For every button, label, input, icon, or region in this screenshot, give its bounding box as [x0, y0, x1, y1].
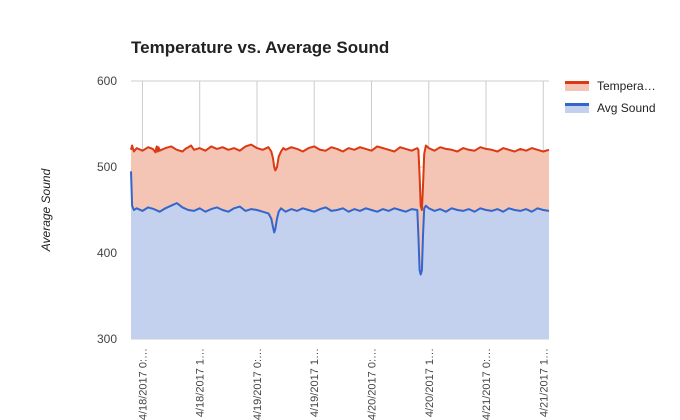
- y-tick-label-1: 500: [97, 160, 117, 174]
- series-line-0[interactable]: [130, 143, 550, 211]
- y-tick-label-2: 400: [97, 246, 117, 260]
- x-tick-label-1: 4/18/2017 1…: [195, 348, 207, 417]
- x-tick-label-7: 4/21/2017 1…: [538, 348, 550, 417]
- x-tick-label-5: 4/20/2017 1…: [424, 348, 436, 417]
- legend: Tempera… Avg Sound: [565, 78, 675, 122]
- series-area-1: [131, 171, 549, 339]
- x-tick-label-3: 4/19/2017 1…: [309, 348, 321, 417]
- x-tick-label-2: 4/19/2017 0:…: [252, 348, 264, 420]
- series-line-1[interactable]: [130, 171, 550, 276]
- y-tick-label-3: 300: [97, 332, 117, 346]
- legend-label-temperature: Tempera…: [597, 79, 656, 93]
- legend-item-avg-sound[interactable]: Avg Sound: [565, 100, 675, 116]
- legend-label-avg-sound: Avg Sound: [597, 101, 656, 115]
- y-tick-label-0: 600: [97, 74, 117, 88]
- chart-title: Temperature vs. Average Sound: [131, 38, 390, 57]
- legend-swatch-avg-sound: [565, 103, 589, 113]
- legend-item-temperature[interactable]: Tempera…: [565, 78, 675, 94]
- x-tick-label-0: 4/18/2017 0:…: [138, 348, 150, 420]
- x-tick-label-6: 4/21/2017 0:…: [481, 348, 493, 420]
- x-tick-label-4: 4/20/2017 0:…: [367, 348, 379, 420]
- legend-swatch-temperature: [565, 81, 589, 91]
